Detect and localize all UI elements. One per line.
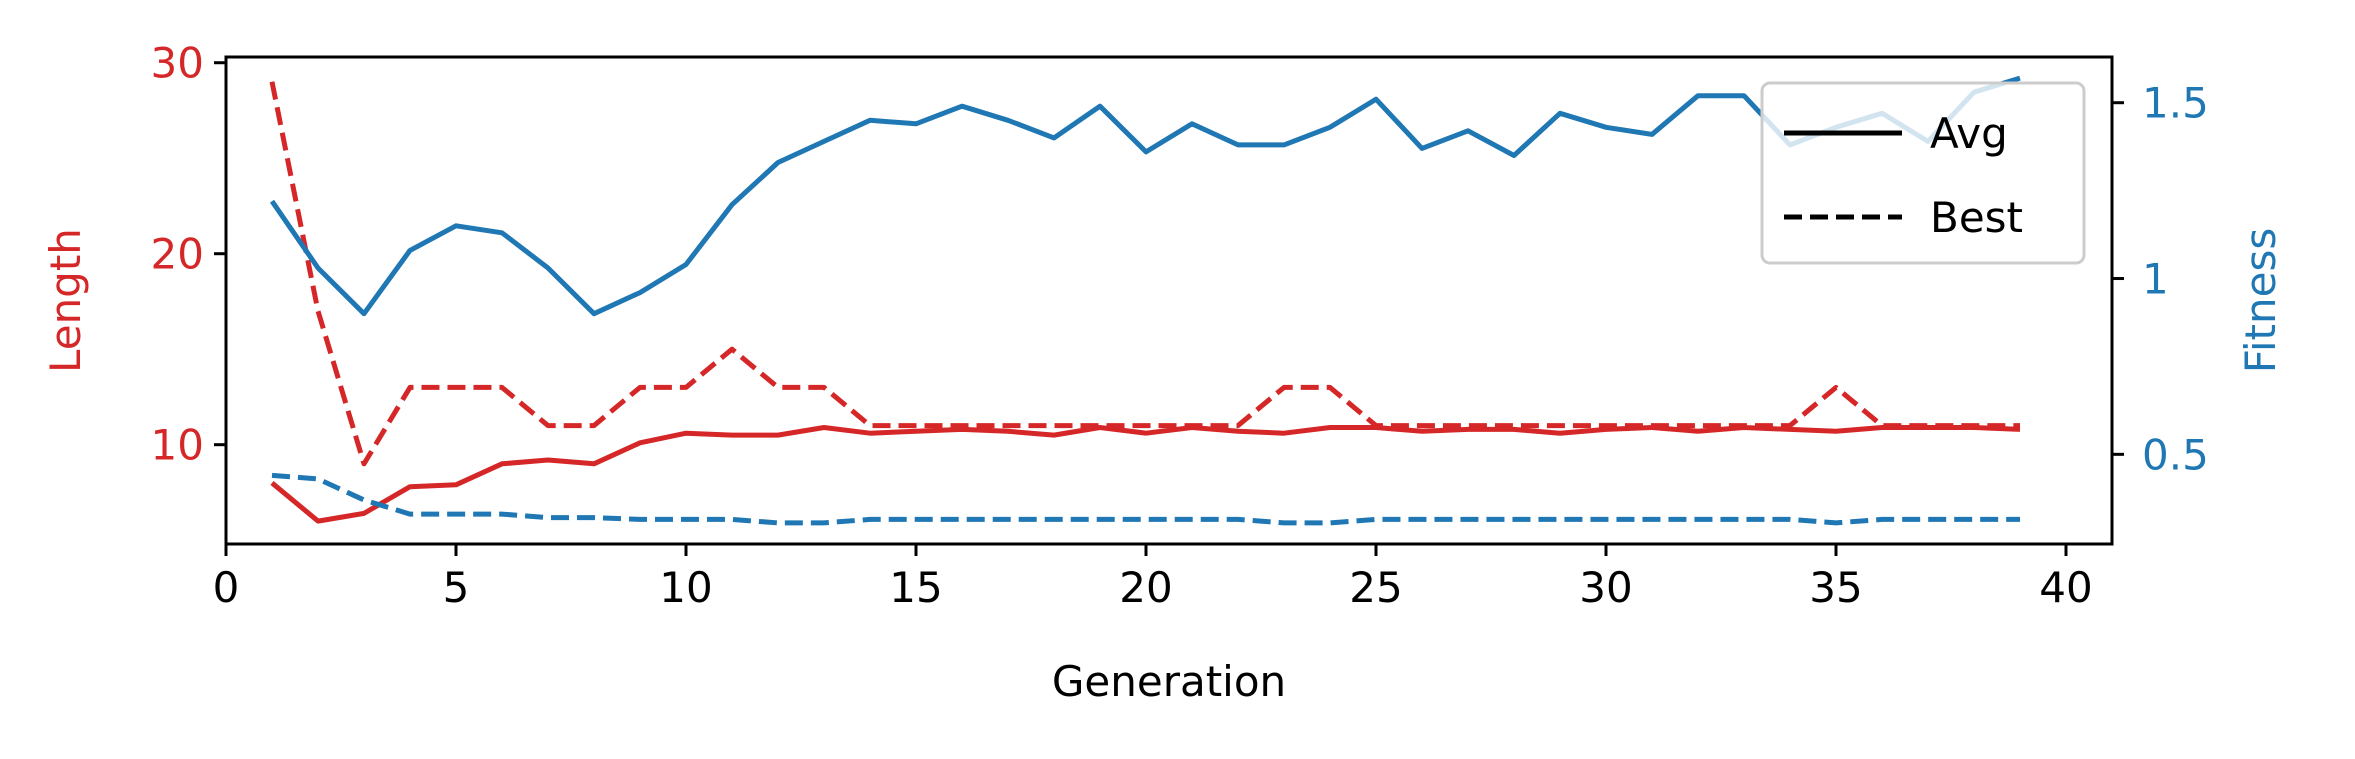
x-axis-label: Generation [1052,657,1286,706]
series-line-length_avg [270,425,2021,524]
y-left-axis-label: Length [41,228,90,373]
x-tick-label: 15 [889,563,942,612]
series-line-length_best [269,81,2020,467]
series-layer [269,75,2021,526]
y-left-tick-label: 20 [151,230,204,279]
y-right-axis-label: Fitness [2236,228,2285,373]
y-left-tick-label: 10 [151,421,204,470]
y-right-tick-label: 1.5 [2142,79,2209,128]
legend-label: Avg [1930,109,2008,158]
x-tick-label: 30 [1579,563,1632,612]
y-left-tick-label: 30 [151,39,204,88]
x-tick-label: 40 [2039,563,2092,612]
series-line-fitness_best [271,472,2020,526]
x-tick-label: 10 [659,563,712,612]
y-right-tick-label: 0.5 [2142,430,2209,479]
x-tick-label: 35 [1809,563,1862,612]
series-line-fitness_avg [269,75,2021,317]
legend-box [1760,81,2086,265]
axes-layer: 0 5 10 15 20 25 30 35 40 10 20 30 0.5 1 1.5 Generation L… [41,39,2285,706]
legend-label: Best [1930,193,2023,242]
plot-frame [224,55,2114,546]
x-tick-label: 5 [443,563,470,612]
x-tick-label: 25 [1349,563,1402,612]
x-tick-label: 0 [213,563,240,612]
x-tick-label: 20 [1119,563,1172,612]
legend: Avg Best [1760,81,2086,265]
y-right-tick-label: 1 [2142,255,2169,304]
